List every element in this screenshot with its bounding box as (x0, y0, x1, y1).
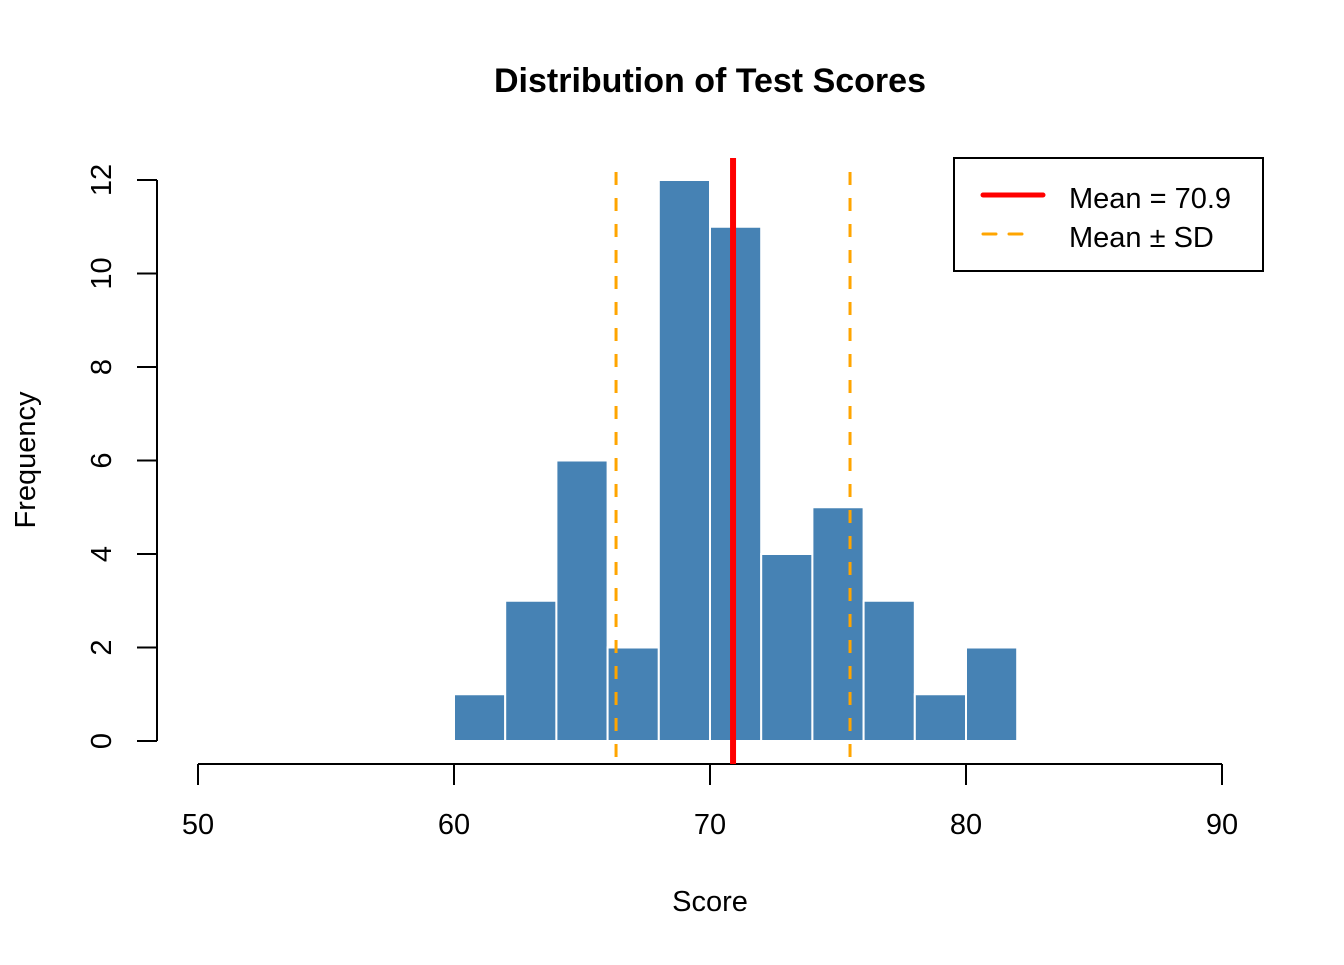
y-tick-label: 0 (86, 733, 118, 749)
y-axis-label: Frequency (10, 391, 42, 529)
x-axis: 50 60 70 80 90 (182, 763, 1238, 841)
y-axis: 0 2 4 6 8 10 12 (86, 164, 158, 749)
legend-mean-label: Mean = 70.9 (1069, 183, 1231, 215)
histogram-bar (811, 506, 865, 742)
x-tick-label: 80 (950, 809, 982, 841)
reference-lines (614, 158, 852, 764)
legend-box (953, 157, 1264, 272)
y-tick-label: 12 (86, 164, 118, 196)
y-tick-label: 8 (86, 359, 118, 375)
legend-sd-label: Mean ± SD (1069, 222, 1214, 254)
y-tick-label: 4 (86, 546, 118, 562)
histogram-bar (555, 459, 609, 742)
histogram-bar (862, 599, 916, 742)
histogram-bar (913, 693, 967, 742)
y-tick-label: 10 (86, 257, 118, 289)
legend: Mean = 70.9 Mean ± SD (953, 157, 1264, 272)
y-tick-label: 2 (86, 639, 118, 655)
histogram-bar (504, 599, 558, 742)
chart-title: Distribution of Test Scores (494, 62, 926, 100)
x-tick-label: 90 (1206, 809, 1238, 841)
histogram-bar (965, 646, 1019, 742)
x-tick-label: 50 (182, 809, 214, 841)
x-tick-label: 60 (438, 809, 470, 841)
x-axis-label: Score (672, 886, 748, 918)
y-tick-label: 6 (86, 452, 118, 468)
histogram-bar (657, 179, 711, 742)
histogram-bar (453, 693, 507, 742)
histogram-bar (760, 553, 814, 742)
x-tick-label: 70 (694, 809, 726, 841)
